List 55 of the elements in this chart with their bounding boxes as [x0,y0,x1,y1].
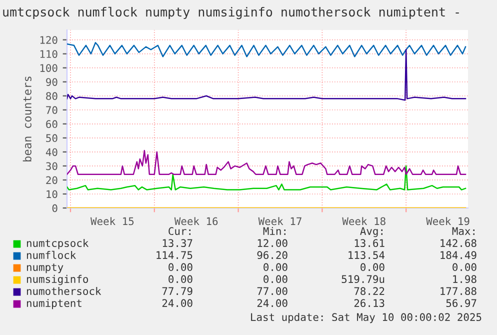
text: 0.00 [168,275,192,284]
text: 519.79u [342,275,384,284]
text: 13.61 [354,239,384,248]
legend-label: numtcpsock [26,238,89,250]
y-axis-title: bean counters [22,76,32,162]
text: 113.54 [348,251,385,260]
text: 184.49 [440,251,476,260]
text: 0.00 [264,275,288,284]
y-tick-label: 70 [46,106,58,114]
text: 26.13 [354,299,384,308]
y-tick-label: 80 [46,92,58,100]
text: 1.98 [453,275,476,284]
y-tick-label: 120 [40,36,58,44]
text: 0.00 [168,263,192,272]
text: 56.97 [446,299,476,308]
x-tick-label: Week 17 [258,217,302,226]
text: Last update: Sat May 10 00:00:02 2025 [251,312,482,324]
y-tick-label: 50 [46,134,58,142]
x-tick-label: Week 15 [90,217,134,226]
text: Cur: [168,227,190,236]
legend-label: numflock [26,250,76,260]
text: 78.22 [354,287,384,296]
y-tick-label: 90 [46,78,58,86]
y-tick-label: 40 [46,148,58,156]
text: 13.37 [162,239,192,248]
text: 0.00 [360,263,384,272]
text: 0.00 [452,263,476,272]
y-tick-label: 0 [52,204,58,212]
text: 0.00 [264,263,288,272]
chart-title: umtcpsock numflock numpty numsiginfo numothersock numiptent - [3,6,459,20]
x-tick-label: Week 18 [342,217,386,226]
legend-label: numpty [26,264,64,274]
x-tick-label: Week 16 [174,217,218,226]
text: Max: [452,227,474,236]
text: 114.75 [156,251,192,260]
y-tick-label: 110 [40,50,58,58]
legend-label: numsiginfo [26,274,88,286]
y-tick-label: 20 [46,176,58,184]
y-tick-label: 60 [46,120,58,128]
text: 177.88 [440,287,476,296]
text: 77.00 [257,287,288,296]
text: 24.00 [257,299,288,308]
legend-label: numothersock [26,286,102,296]
text: Min: [263,226,286,235]
text: 12.00 [258,239,288,248]
y-tick-label: 10 [46,190,58,198]
text: 142.68 [440,239,476,248]
text: Avg: [360,227,382,238]
text: 96.20 [257,251,288,260]
text: 24.00 [162,299,192,308]
y-tick-label: 100 [40,64,58,72]
y-tick-label: 30 [46,162,58,170]
text: 77.79 [162,287,192,296]
legend-label: numiptent [26,298,82,310]
x-tick-label: Week 19 [426,217,470,226]
